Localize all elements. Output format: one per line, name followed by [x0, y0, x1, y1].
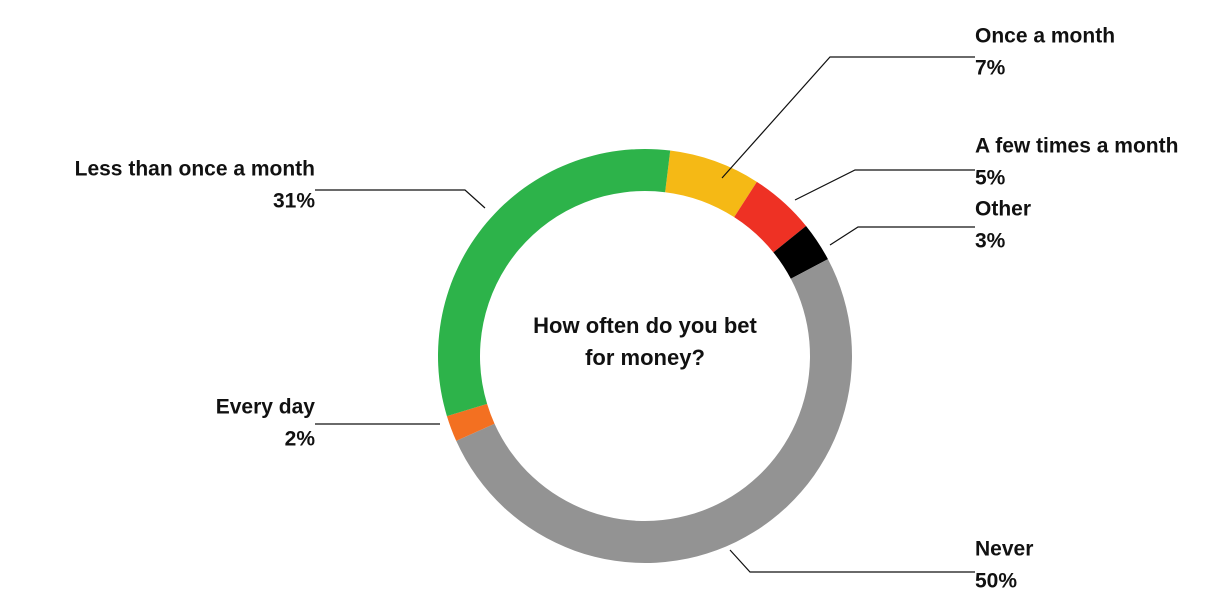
leader-line	[829, 226, 975, 246]
chart-title: How often do you bet for money?	[533, 313, 757, 370]
value-label: 31%	[273, 190, 315, 213]
value-label: 5%	[975, 167, 1006, 190]
value-label: 3%	[975, 230, 1006, 253]
leader-line	[721, 56, 975, 179]
slice	[456, 259, 853, 564]
slice	[773, 225, 828, 279]
slice-label: Once a month	[975, 25, 1115, 48]
slice-label: Every day	[216, 396, 316, 419]
slice-label: Never	[975, 538, 1033, 561]
slice	[446, 403, 495, 441]
leader-line	[315, 189, 486, 209]
slice-label: Other	[975, 198, 1031, 221]
leader-line	[729, 549, 975, 573]
slice-label: A few times a month	[975, 135, 1178, 158]
slice	[734, 181, 807, 253]
leader-line	[794, 169, 975, 201]
slice-label: Less than once a month	[75, 158, 315, 181]
slice	[665, 150, 757, 218]
slice	[438, 148, 671, 417]
value-label: 7%	[975, 57, 1006, 80]
value-label: 50%	[975, 570, 1017, 593]
value-label: 2%	[285, 428, 316, 451]
